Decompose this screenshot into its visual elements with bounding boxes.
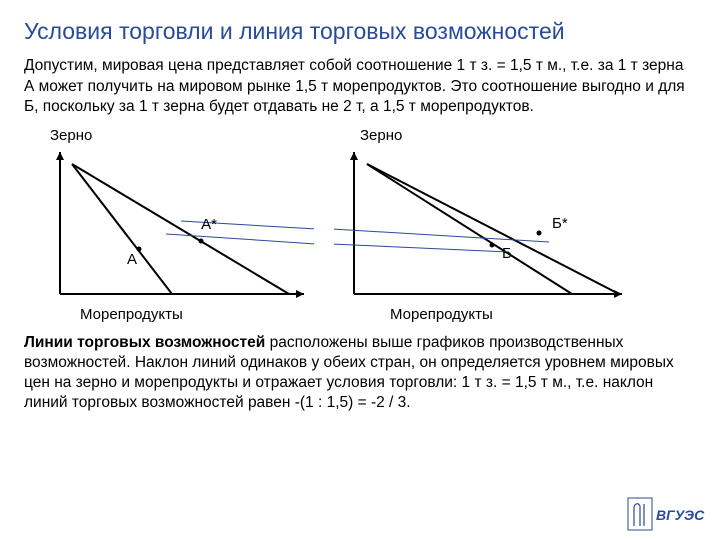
left-yaxis-arrow — [56, 152, 64, 160]
logo-text: ВГУЭС — [656, 507, 705, 523]
chart-right-ylabel: Зерно — [360, 127, 402, 144]
right-ppf-line — [367, 164, 572, 294]
chart-left-xlabel: Морепродукты — [80, 306, 183, 323]
left-trade-line — [72, 164, 289, 294]
logo: ВГУЭС — [626, 496, 706, 532]
right-trade-line — [367, 164, 619, 294]
charts-row: Зерно А А* Морепродукты Зерно Б Б* Морепро… — [24, 127, 696, 323]
intro-paragraph: Допустим, мировая цена представляет собо… — [24, 56, 696, 116]
chart-left-ylabel: Зерно — [50, 127, 92, 144]
chart-right-xlabel: Морепродукты — [390, 306, 493, 323]
conclusion-paragraph: Линии торговых возможностей расположены … — [24, 333, 696, 414]
chart-left-svg: А А* — [24, 144, 314, 304]
left-ppf-line — [72, 164, 172, 294]
right-yaxis-arrow — [350, 152, 358, 160]
logo-figure — [634, 504, 644, 526]
chart-right: Зерно Б Б* Морепродукты — [334, 127, 624, 323]
chart-right-svg: Б Б* — [334, 144, 624, 304]
right-point-b-star-label: Б* — [552, 215, 568, 232]
right-point-b-star — [537, 230, 542, 235]
logo-svg: ВГУЭС — [626, 496, 706, 532]
left-point-a-label: А — [127, 251, 137, 268]
left-ray — [166, 234, 314, 244]
right-ray2 — [334, 229, 549, 242]
right-point-b-label: Б — [502, 245, 512, 262]
slide-title: Условия торговли и линия торговых возмож… — [24, 18, 696, 44]
left-point-a — [137, 246, 142, 251]
slide: Условия торговли и линия торговых возмож… — [0, 0, 720, 540]
left-xaxis-arrow — [296, 290, 304, 298]
conclusion-bold: Линии торговых возможностей — [24, 334, 265, 351]
right-ray — [334, 244, 509, 252]
chart-left: Зерно А А* Морепродукты — [24, 127, 314, 323]
left-point-a-star — [199, 238, 204, 243]
left-point-a-star-label: А* — [201, 216, 217, 233]
right-point-b — [490, 242, 495, 247]
